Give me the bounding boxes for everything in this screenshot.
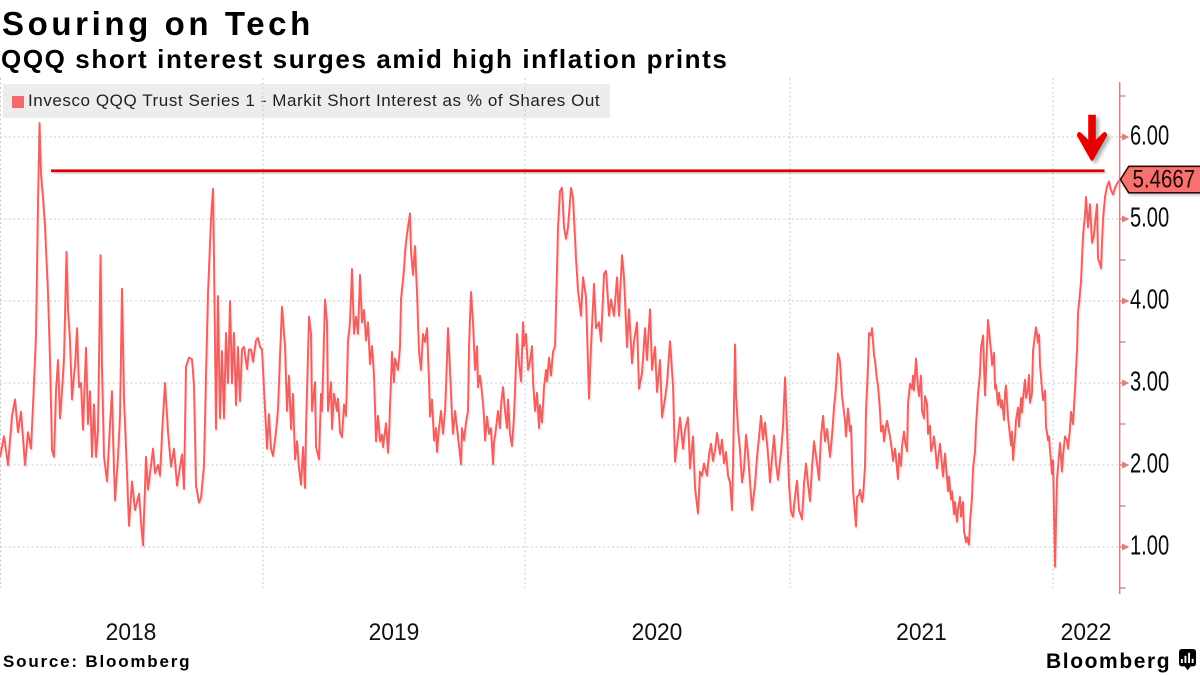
svg-text:6.00: 6.00 xyxy=(1130,120,1169,151)
svg-text:5.00: 5.00 xyxy=(1130,202,1169,233)
svg-text:3.00: 3.00 xyxy=(1130,366,1169,397)
svg-text:1.00: 1.00 xyxy=(1130,530,1169,561)
svg-text:2021: 2021 xyxy=(896,618,947,645)
svg-text:5.4667: 5.4667 xyxy=(1133,165,1196,193)
svg-text:4.00: 4.00 xyxy=(1130,284,1169,315)
svg-text:2020: 2020 xyxy=(632,618,683,645)
svg-text:2018: 2018 xyxy=(106,618,157,645)
svg-text:2022: 2022 xyxy=(1061,618,1112,645)
svg-text:2.00: 2.00 xyxy=(1130,448,1169,479)
svg-text:2019: 2019 xyxy=(369,618,420,645)
